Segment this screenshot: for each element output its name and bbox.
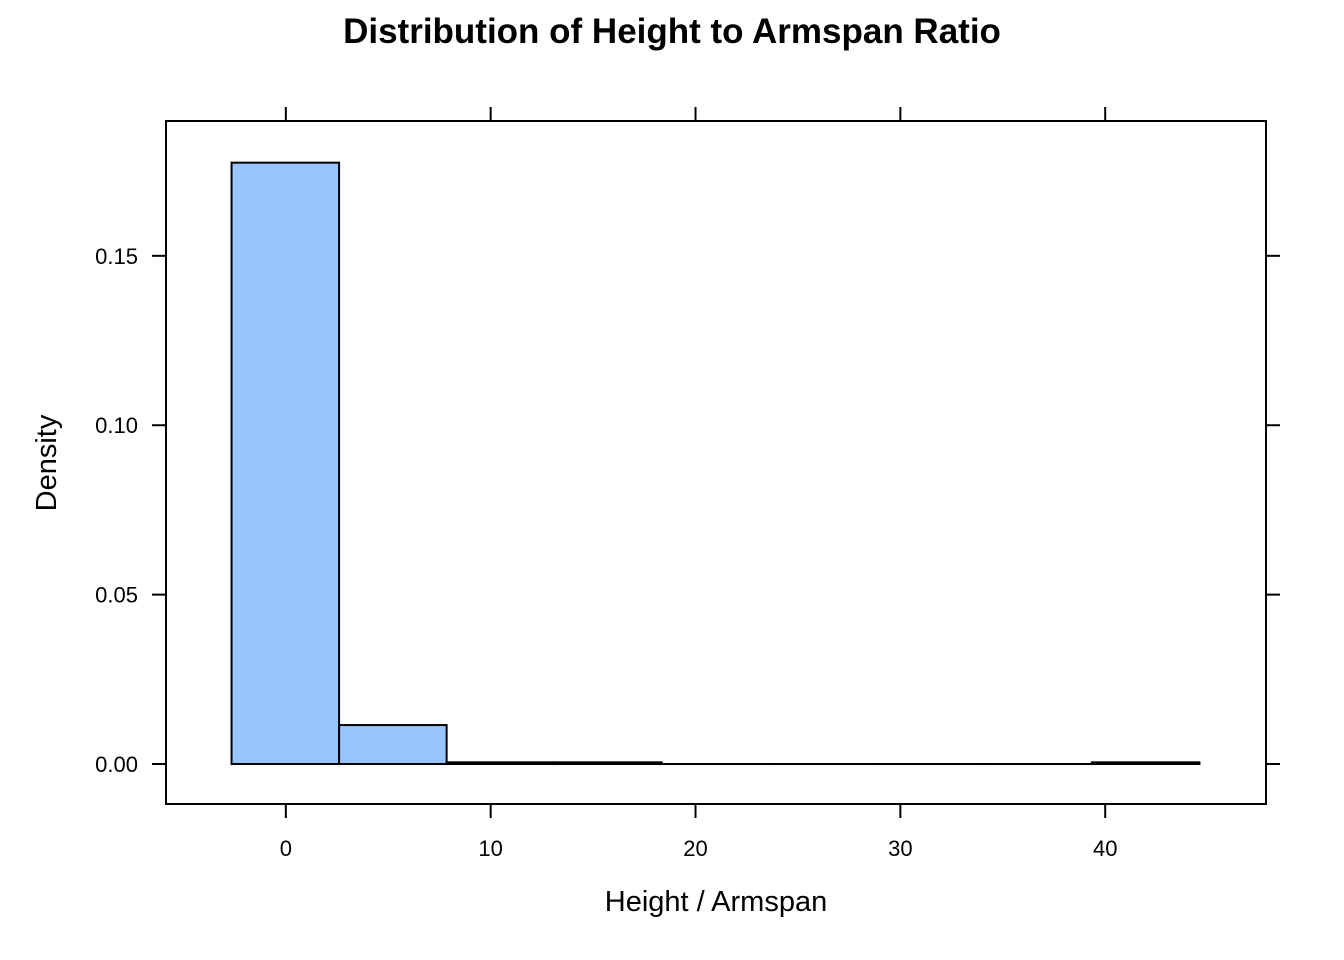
x-tick-label-0: 0 bbox=[280, 836, 292, 861]
plot-frame bbox=[165, 120, 1267, 805]
histogram-bar-2 bbox=[445, 761, 556, 766]
x-tick-label-2: 20 bbox=[683, 836, 707, 861]
x-tick-label-1: 10 bbox=[478, 836, 502, 861]
y-axis-label: Density bbox=[31, 414, 63, 511]
chart-title: Distribution of Height to Armspan Ratio bbox=[343, 12, 1001, 51]
histogram-bar-0 bbox=[230, 161, 341, 766]
x-tick-label-3: 30 bbox=[888, 836, 912, 861]
histogram-bars bbox=[230, 161, 1201, 766]
y-tick-label-3: 0.15 bbox=[95, 244, 138, 269]
x-axis-ticks: 0 10 20 30 40 bbox=[280, 107, 1117, 861]
y-tick-label-0: 0.00 bbox=[95, 752, 138, 777]
x-tick-label-4: 40 bbox=[1093, 836, 1117, 861]
y-axis-ticks: 0.00 0.05 0.10 0.15 bbox=[95, 244, 1280, 777]
histogram-bar-8 bbox=[1090, 761, 1201, 766]
y-tick-label-1: 0.05 bbox=[95, 583, 138, 608]
x-axis-label: Height / Armspan bbox=[605, 886, 827, 918]
y-tick-label-2: 0.10 bbox=[95, 413, 138, 438]
histogram-bar-3 bbox=[553, 761, 663, 766]
histogram-bar-1 bbox=[338, 724, 448, 766]
